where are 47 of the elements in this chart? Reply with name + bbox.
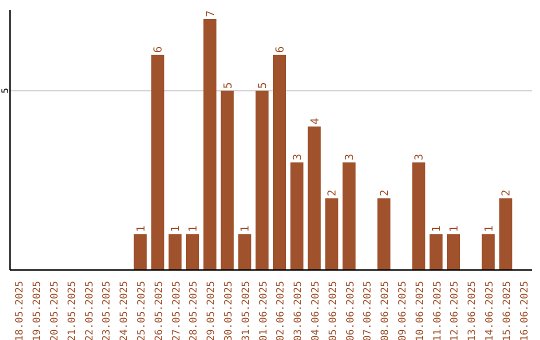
data-label: 1 (482, 226, 496, 232)
x-tick-label: 13.06.2025 (467, 281, 478, 340)
bar (325, 198, 338, 270)
bar (290, 162, 304, 270)
x-tick-label: 11.06.2025 (432, 281, 444, 340)
data-label: 7 (204, 10, 217, 17)
bar (377, 198, 390, 270)
bar (203, 18, 216, 270)
bar (151, 54, 164, 270)
data-label: 1 (238, 226, 252, 232)
bar (168, 234, 182, 270)
data-label: 6 (152, 46, 165, 53)
data-label: 2 (500, 190, 513, 196)
bar (308, 126, 321, 270)
data-label: 3 (343, 154, 356, 160)
bar (430, 234, 443, 270)
x-tick-label: 19.05.2025 (32, 281, 44, 340)
bar (220, 90, 234, 270)
data-label: 4 (308, 118, 322, 125)
bar (412, 162, 426, 270)
bar (134, 234, 147, 270)
bar (273, 54, 286, 270)
data-label: 6 (274, 46, 286, 53)
bar (342, 162, 356, 270)
x-tick-label: 12.06.2025 (450, 281, 461, 340)
x-tick-label: 15.06.2025 (502, 281, 513, 340)
data-label: 2 (326, 190, 339, 196)
bar (482, 234, 495, 270)
bar (186, 234, 199, 270)
data-label: 2 (378, 190, 391, 196)
data-label: 1 (448, 226, 460, 232)
bar (499, 198, 512, 270)
data-label: 3 (412, 154, 426, 160)
data-label: 1 (186, 226, 200, 232)
bar (447, 234, 460, 270)
data-label: 5 (256, 82, 270, 89)
data-label: 1 (169, 226, 182, 232)
bar (238, 234, 252, 270)
x-tick-label: 10.06.2025 (414, 281, 426, 340)
data-label: 1 (134, 226, 148, 232)
bar (256, 90, 269, 270)
x-tick-label: 14.06.2025 (484, 281, 496, 340)
data-label: 3 (290, 154, 304, 160)
data-label: 5 (221, 82, 234, 89)
x-tick-label: 18.05.2025 (14, 281, 26, 340)
x-tick-label: 16.06.2025 (519, 281, 530, 340)
data-label: 1 (430, 226, 444, 232)
